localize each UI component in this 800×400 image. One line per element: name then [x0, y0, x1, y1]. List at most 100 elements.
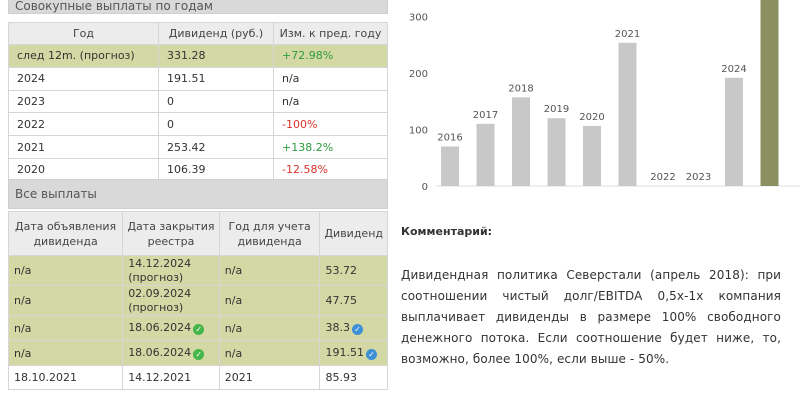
cell-dividend: 191.51 ✓: [319, 340, 388, 366]
table-row: n/a 14.12.2024 (прогноз) n/a 53.72: [7, 255, 388, 286]
annual-section-title: Совокупные выплаты по годам: [8, 0, 388, 14]
cell-dividend: 38.3 ✓: [319, 315, 388, 341]
cell-change: +72.98%: [273, 44, 388, 68]
table-row: 18.10.2021 14.12.2021 2021 85.93: [7, 365, 388, 390]
cell-dividend-year: n/a: [218, 315, 321, 341]
cell-dividend: 253.42: [158, 135, 274, 159]
cell-dividend: 47.75: [319, 285, 388, 316]
bar-label: 2024: [721, 64, 746, 75]
check-blue-icon: ✓: [351, 324, 363, 335]
dividend-value: 53.72: [325, 264, 357, 277]
cell-record-date: 18.06.2024 ✓: [122, 315, 220, 341]
cell-change: +138.2%: [273, 135, 388, 159]
bar-label: 2021: [615, 29, 640, 40]
cell-year: 2022: [8, 112, 159, 137]
chart-bar: [441, 146, 459, 186]
col-change: Изм. к пред. году: [273, 22, 388, 45]
y-tick-label: 200: [409, 69, 428, 80]
cell-record-date: 02.09.2024 (прогноз): [122, 285, 220, 316]
cell-year: 2024: [8, 66, 159, 91]
bar-label: 2018: [508, 83, 533, 94]
cell-year: 2021: [8, 135, 159, 159]
all-payments-table: Дата объявления дивиденда Дата закрытия …: [7, 211, 388, 390]
bar-label: 2016: [437, 132, 462, 143]
table-row: 2022 0 -100%: [8, 112, 388, 137]
chart-bar: [512, 97, 530, 186]
cell-change: -12.58%: [273, 157, 388, 182]
chart-bar: [725, 77, 743, 186]
chart-bar: [760, 0, 779, 186]
cell-announce-date: n/a: [7, 340, 124, 366]
annual-payments-table: Год Дивиденд (руб.) Изм. к пред. году сл…: [8, 22, 388, 182]
cell-dividend: 106.39: [158, 157, 274, 182]
record-date: 18.06.2024: [128, 321, 192, 334]
cell-dividend-year: n/a: [218, 255, 321, 286]
cell-year: 2020: [8, 157, 159, 182]
cell-record-date: 14.12.2021: [122, 365, 220, 390]
table-row: n/a 02.09.2024 (прогноз) n/a 47.75: [7, 285, 388, 316]
cell-year: след 12m. (прогноз): [8, 44, 159, 68]
cell-dividend-year: n/a: [218, 285, 321, 316]
cell-dividend-year: 2021: [218, 365, 321, 390]
table-row: n/a 18.06.2024 ✓ n/a 191.51 ✓: [7, 340, 388, 366]
bar-label: 2020: [579, 112, 604, 123]
cell-change: n/a: [273, 89, 388, 114]
record-date: 14.12.2021: [128, 370, 192, 384]
all-payments-section-title: Все выплаты: [8, 179, 388, 209]
table-row: 2021 253.42 +138.2%: [8, 135, 388, 159]
comment-title: Комментарий:: [401, 225, 493, 238]
bar-label: 2017: [473, 110, 498, 121]
cell-announce-date: n/a: [7, 255, 124, 286]
comment-text: Дивидендная политика Северстали (апрель …: [401, 268, 781, 366]
record-date-note: (прогноз): [128, 300, 184, 314]
cell-dividend: 0: [158, 112, 274, 137]
col-announce-date: Дата объявления дивиденда: [7, 211, 124, 256]
table-row: 2023 0 n/a: [8, 89, 388, 114]
chart-bar: [583, 125, 601, 186]
check-green-icon: ✓: [193, 349, 205, 360]
cell-announce-date: 18.10.2021: [7, 365, 124, 390]
cell-dividend: 331.28: [158, 44, 274, 68]
cell-dividend: 0: [158, 89, 274, 114]
record-date: 02.09.2024: [128, 286, 192, 300]
cell-announce-date: n/a: [7, 285, 124, 316]
cell-change: n/a: [273, 66, 388, 91]
dividend-value: 38.3: [325, 321, 350, 334]
col-record-date: Дата закрытия реестра: [122, 211, 220, 256]
col-dividend-year: Год для учета дивиденда: [218, 211, 321, 256]
cell-record-date: 18.06.2024 ✓: [122, 340, 220, 366]
col-dividend: Дивиденд (руб.): [158, 22, 274, 45]
y-tick-label: 300: [409, 13, 428, 24]
table-row: след 12m. (прогноз) 331.28 +72.98%: [8, 44, 388, 68]
bar-label: 2022: [650, 172, 675, 183]
dividend-value: 85.93: [325, 371, 357, 384]
bar-label: 2019: [544, 104, 569, 115]
record-date: 18.06.2024: [128, 346, 192, 359]
record-date-note: (прогноз): [128, 270, 184, 284]
col-year: Год: [8, 22, 159, 45]
col-dividend: Дивиденд: [319, 211, 388, 256]
cell-dividend: 85.93: [319, 365, 388, 390]
check-green-icon: ✓: [193, 324, 205, 335]
table-row: 2020 106.39 -12.58%: [8, 157, 388, 182]
cell-change: -100%: [273, 112, 388, 137]
y-tick-label: 100: [409, 126, 428, 137]
table-header-row: Год Дивиденд (руб.) Изм. к пред. году: [8, 22, 388, 45]
cell-dividend-year: n/a: [218, 340, 321, 366]
cell-record-date: 14.12.2024 (прогноз): [122, 255, 220, 286]
chart-bar: [618, 42, 637, 186]
record-date: 14.12.2024: [128, 256, 192, 270]
cell-dividend: 53.72: [319, 255, 388, 286]
bar-label: 2023: [686, 172, 711, 183]
table-header-row: Дата объявления дивиденда Дата закрытия …: [7, 211, 388, 256]
table-row: 2024 191.51 n/a: [8, 66, 388, 91]
cell-announce-date: n/a: [7, 315, 124, 341]
table-row: n/a 18.06.2024 ✓ n/a 38.3 ✓: [7, 315, 388, 341]
dividend-value: 191.51: [325, 346, 364, 359]
y-tick-label: 0: [422, 182, 428, 193]
chart-bar: [547, 118, 566, 186]
check-blue-icon: ✓: [365, 349, 377, 360]
dividend-bar-chart: 0 100 200 300 2016 2017 2018 2019 2020 2021 2022 20…: [409, 0, 800, 193]
cell-dividend: 191.51: [158, 66, 274, 91]
cell-year: 2023: [8, 89, 159, 114]
